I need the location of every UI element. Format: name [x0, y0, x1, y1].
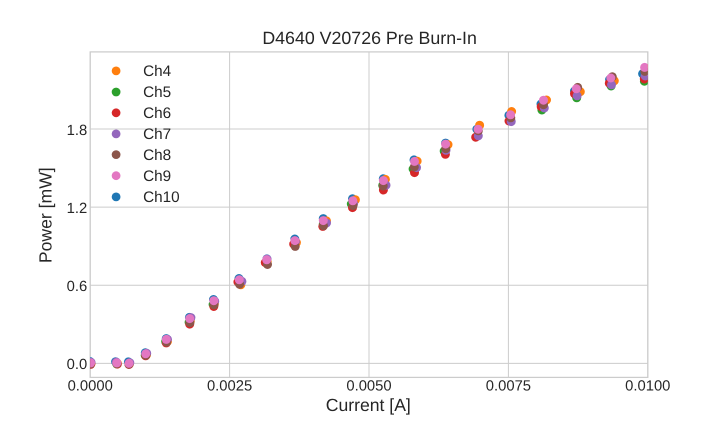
svg-text:1.2: 1.2	[67, 201, 88, 217]
svg-text:Ch5: Ch5	[143, 84, 171, 101]
svg-text:Current [A]: Current [A]	[326, 395, 411, 415]
svg-text:Ch8: Ch8	[143, 147, 171, 164]
svg-text:Ch7: Ch7	[143, 126, 171, 143]
svg-text:Ch9: Ch9	[143, 168, 171, 185]
svg-text:Ch10: Ch10	[143, 189, 180, 206]
svg-text:Ch6: Ch6	[143, 105, 171, 122]
svg-text:1.8: 1.8	[67, 123, 88, 139]
svg-text:0.6: 0.6	[67, 279, 88, 295]
svg-text:0.0100: 0.0100	[625, 378, 670, 394]
svg-text:0.0000: 0.0000	[68, 378, 113, 394]
svg-text:0.0025: 0.0025	[207, 378, 252, 394]
svg-text:D4640 V20726 Pre Burn-In: D4640 V20726 Pre Burn-In	[262, 28, 477, 48]
svg-text:Power [mW]: Power [mW]	[36, 167, 56, 263]
svg-text:Ch4: Ch4	[143, 63, 172, 80]
svg-text:0.0: 0.0	[67, 357, 88, 373]
svg-text:0.0050: 0.0050	[346, 378, 391, 394]
svg-text:0.0075: 0.0075	[486, 378, 531, 394]
